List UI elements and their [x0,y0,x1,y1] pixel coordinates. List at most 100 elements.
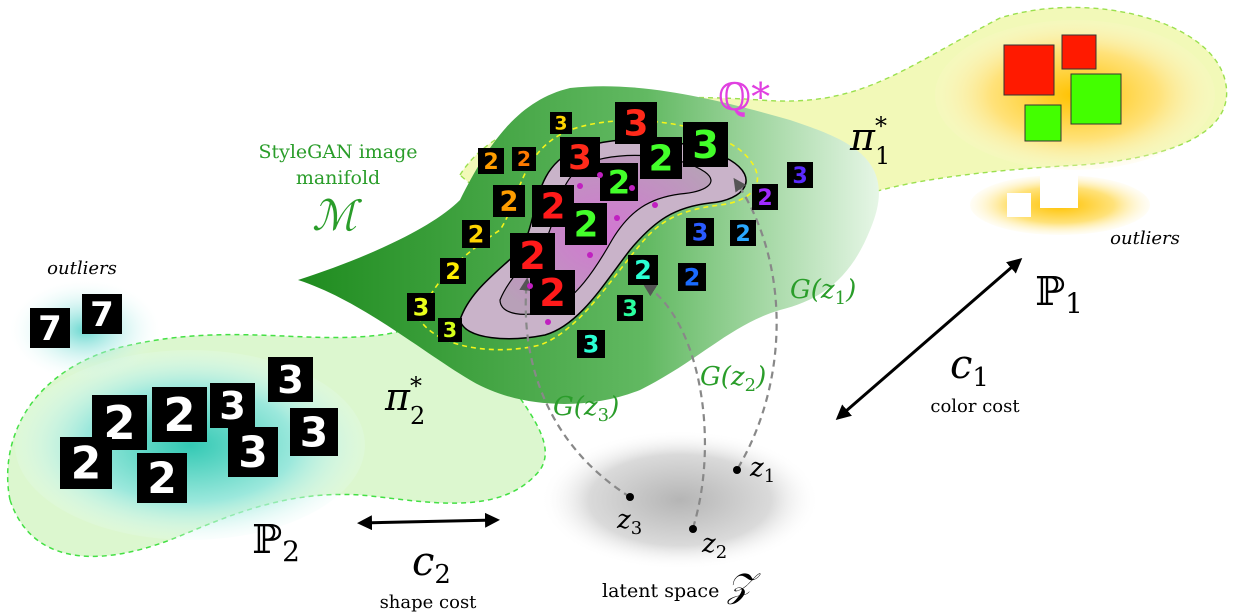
p2-digit-tile: 3 [210,383,255,429]
manifold-digit-tile: 2 [678,263,706,291]
p2-digit-tile: 3 [228,427,278,478]
p2-digit-tile-digit: 3 [277,358,304,403]
p1-square-red-large [1003,44,1055,96]
manifold-digit-tile-background [730,220,756,246]
p2-digit-tile-background [137,453,187,503]
z1-label: z1 [749,453,775,487]
g-z1-label: G(z1) [790,275,856,309]
q-star-sample-point [652,202,658,208]
c1-label: c1 [950,342,989,393]
manifold-digit-tile: 2 [478,148,504,175]
manifold-digit-tile-background [512,147,536,171]
latent-point-z3 [626,493,634,501]
manifold-digit-tile: 3 [686,218,714,246]
q-star-sample-point [614,215,620,221]
manifold-digit-tile-digit: 3 [622,296,637,322]
manifold-digit-tile: 2 [493,185,525,218]
pi1-label: π* 1 [849,112,890,170]
q-star-sample-point [545,319,551,325]
latent-space-region [540,430,820,570]
manifold-digit-tile-digit: 3 [568,138,592,178]
p1-label: ℙ1 [1035,269,1083,320]
manifold-digit-tile: 3 [550,112,572,135]
generator-path-z1 [733,177,778,469]
manifold-digit-tile-digit: 3 [443,318,457,342]
manifold-digit-tile-digit: 2 [445,259,460,285]
manifold-digit-tile: 2 [565,203,607,246]
manifold-digit-tile: 2 [530,270,575,316]
q-star-sample-point [597,172,603,178]
p1-outlier-square-small [1007,193,1031,217]
manifold-digit-tile-background [617,295,643,321]
manifold-digit-tile-background [678,263,706,291]
p2-digit-tile-digit: 2 [147,455,177,504]
manifold-digit-tile-digit: 2 [500,187,519,218]
manifold-digit-tile-background [577,330,605,358]
q-star-label: ℚ* [718,75,770,119]
p2-digit-tile: 3 [268,357,313,403]
manifold-digit-tile-digit: 3 [583,330,600,358]
manifold-digit-tile-background [640,137,682,179]
manifold-digit-tile-digit: 2 [649,139,674,180]
q-star-sample-point [629,185,635,191]
manifold-digit-tile-background [478,148,504,174]
p2-digit-tile-digit: 3 [238,429,268,478]
outlier-digit-tile: 7 [82,294,122,335]
manifold-digit-tile-background [407,293,435,321]
p2-digit-tile: 3 [290,408,338,456]
manifold-digit-tile-background [438,318,462,342]
manifold-digit-tile: 2 [752,184,778,211]
p2-digit-tile-digit: 3 [300,408,328,456]
c1-description: color cost [930,396,1020,417]
manifold-title-line2: manifold [296,167,380,189]
manifold-digit-tile-digit: 2 [634,256,652,286]
c2-label: c2 [412,539,451,590]
latent-point-z2 [689,525,697,533]
outlier-digit-tile: 7 [30,308,70,349]
manifold-digit-tile: 3 [617,295,643,322]
manifold-digit-tile-digit: 2 [757,185,772,211]
manifold-digit-tile: 3 [560,137,600,178]
p2-digit-tile-background [210,383,255,428]
p2-digit-tile-background [290,408,338,456]
pi2-label: π* 2 [384,372,425,430]
c1-arrow [835,258,1023,420]
manifold-digit-tile: 3 [407,293,435,321]
manifold-digit-tile-background [600,163,638,201]
manifold-digit-tile: 2 [628,255,658,286]
manifold-digit-tile-digit: 3 [792,163,807,189]
p2-digit-tile-background [60,437,112,489]
q-star-outer [419,119,759,351]
p1-square-green-small [1024,104,1062,142]
q-star-sample-point [587,252,593,258]
p1-square-green-large [1070,73,1122,125]
manifold-digit-tile: 3 [787,162,813,189]
manifold-digit-tile-digit: 3 [554,114,567,135]
outliers-left-label: outliers [47,258,117,279]
manifold-digit-tile-digit: 2 [684,263,701,291]
manifold-digit-tile: 2 [600,163,638,201]
manifold-digit-tile-background [462,220,490,248]
latent-space-label: latent space 𝒵 [602,566,761,606]
manifold-digit-tile-digit: 3 [692,218,709,246]
manifold-digit-tile-digit: 2 [574,205,599,246]
g-z3-label: G(z3) [553,392,619,426]
outlier-digit-tile-digit: 7 [38,309,62,349]
p2-digit-tile-background [268,357,313,402]
manifold-digit-tile-background [686,218,714,246]
z3-label: z3 [616,505,642,539]
p2-digit-tile: 2 [137,453,187,504]
manifold-digit-tile-background [628,255,658,285]
manifold-digit-tile-background [530,270,575,315]
p2-digit-tile-digit: 2 [163,389,196,443]
p2-digit-tile-digit: 2 [71,439,102,490]
c2-description: shape cost [380,592,478,613]
manifold-digit-tile: 2 [730,220,756,247]
p2-digit-tile-digit: 3 [219,384,246,429]
latent-point-z1 [733,466,741,474]
manifold-digit-tile: 3 [438,318,462,342]
p2-label: ℙ2 [252,517,300,568]
manifold-digit-tile: 2 [440,258,466,285]
